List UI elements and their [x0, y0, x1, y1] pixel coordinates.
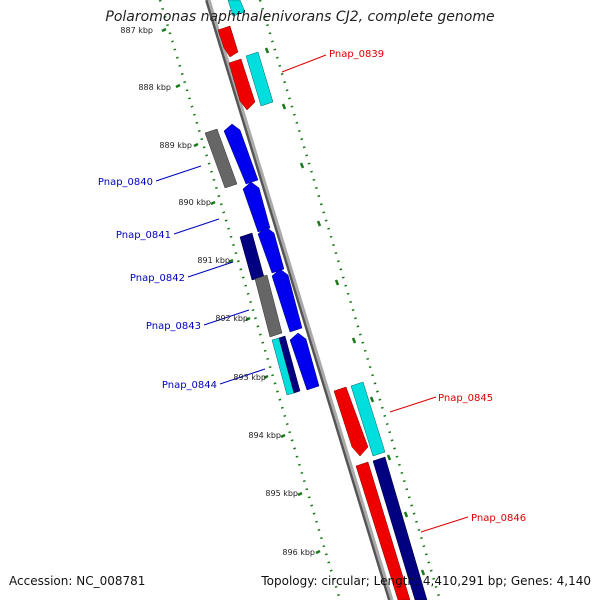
label-leaders [155, 54, 469, 533]
reverse-genes [204, 123, 320, 396]
backbone [207, 0, 394, 600]
gene-pnap-0844b-blue [289, 332, 320, 391]
tick-label: 892 kbp [215, 314, 248, 323]
tick-label: 893 kbp [233, 373, 266, 382]
tick-label: 887 kbp [120, 26, 153, 35]
tick-label: 889 kbp [159, 141, 192, 150]
tick-labels: 887 kbp 888 kbp 889 kbp 890 kbp 891 kbp … [120, 26, 315, 557]
gene-label-pnap-0842[interactable]: Pnap_0842 [130, 273, 185, 284]
gene-pnap-0843-blue [271, 268, 303, 333]
gene-pnap-0838-cyan [227, 0, 246, 17]
tick-label: 888 kbp [138, 83, 171, 92]
gene-label-pnap-0843[interactable]: Pnap_0843 [146, 321, 201, 332]
tick-label: 890 kbp [178, 198, 211, 207]
gene-label-pnap-0845[interactable]: Pnap_0845 [438, 393, 493, 404]
backbone-shadow [205, 0, 392, 600]
gene-pnap-0839-red [228, 58, 256, 111]
gene-pnap-0842-blue [257, 226, 285, 274]
gene-labels: Pnap_0839 Pnap_0840 Pnap_0841 Pnap_0842 … [98, 49, 526, 524]
gene-label-pnap-0839[interactable]: Pnap_0839 [329, 49, 384, 60]
gene-pnap-0843-grey [254, 274, 283, 338]
inner-ticks [161, 27, 321, 555]
gene-pnap-0846-navy [372, 456, 428, 600]
gene-label-pnap-0841[interactable]: Pnap_0841 [116, 230, 171, 241]
gene-pnap-0840-blue [223, 123, 259, 185]
gene-pnap-0845-red [333, 386, 369, 457]
tick-label: 895 kbp [265, 489, 298, 498]
gene-pnap-0844-navy [278, 335, 301, 394]
forward-genes [217, 0, 428, 600]
outer-ticks [264, 47, 426, 576]
gene-pnap-0838-red [217, 25, 239, 58]
tick-label: 891 kbp [197, 256, 230, 265]
tick-label: 896 kbp [282, 548, 315, 557]
gene-pnap-0845-cyan [350, 381, 386, 457]
gene-pnap-0841-blue [242, 181, 271, 233]
accession-text: Accession: NC_008781 [9, 574, 146, 588]
tick-label: 894 kbp [248, 431, 281, 440]
gene-label-pnap-0844[interactable]: Pnap_0844 [162, 380, 217, 391]
gene-label-pnap-0846[interactable]: Pnap_0846 [471, 513, 526, 524]
map-title: Polaromonas naphthalenivorans CJ2, compl… [105, 9, 495, 25]
gene-label-pnap-0840[interactable]: Pnap_0840 [98, 177, 153, 188]
gene-pnap-0846-red [355, 461, 411, 600]
gene-pnap-0840-grey [204, 128, 238, 189]
gene-pnap-0839-cyan [245, 51, 274, 107]
genome-summary-text: Topology: circular; Length: 4,410,291 bp… [261, 574, 591, 588]
